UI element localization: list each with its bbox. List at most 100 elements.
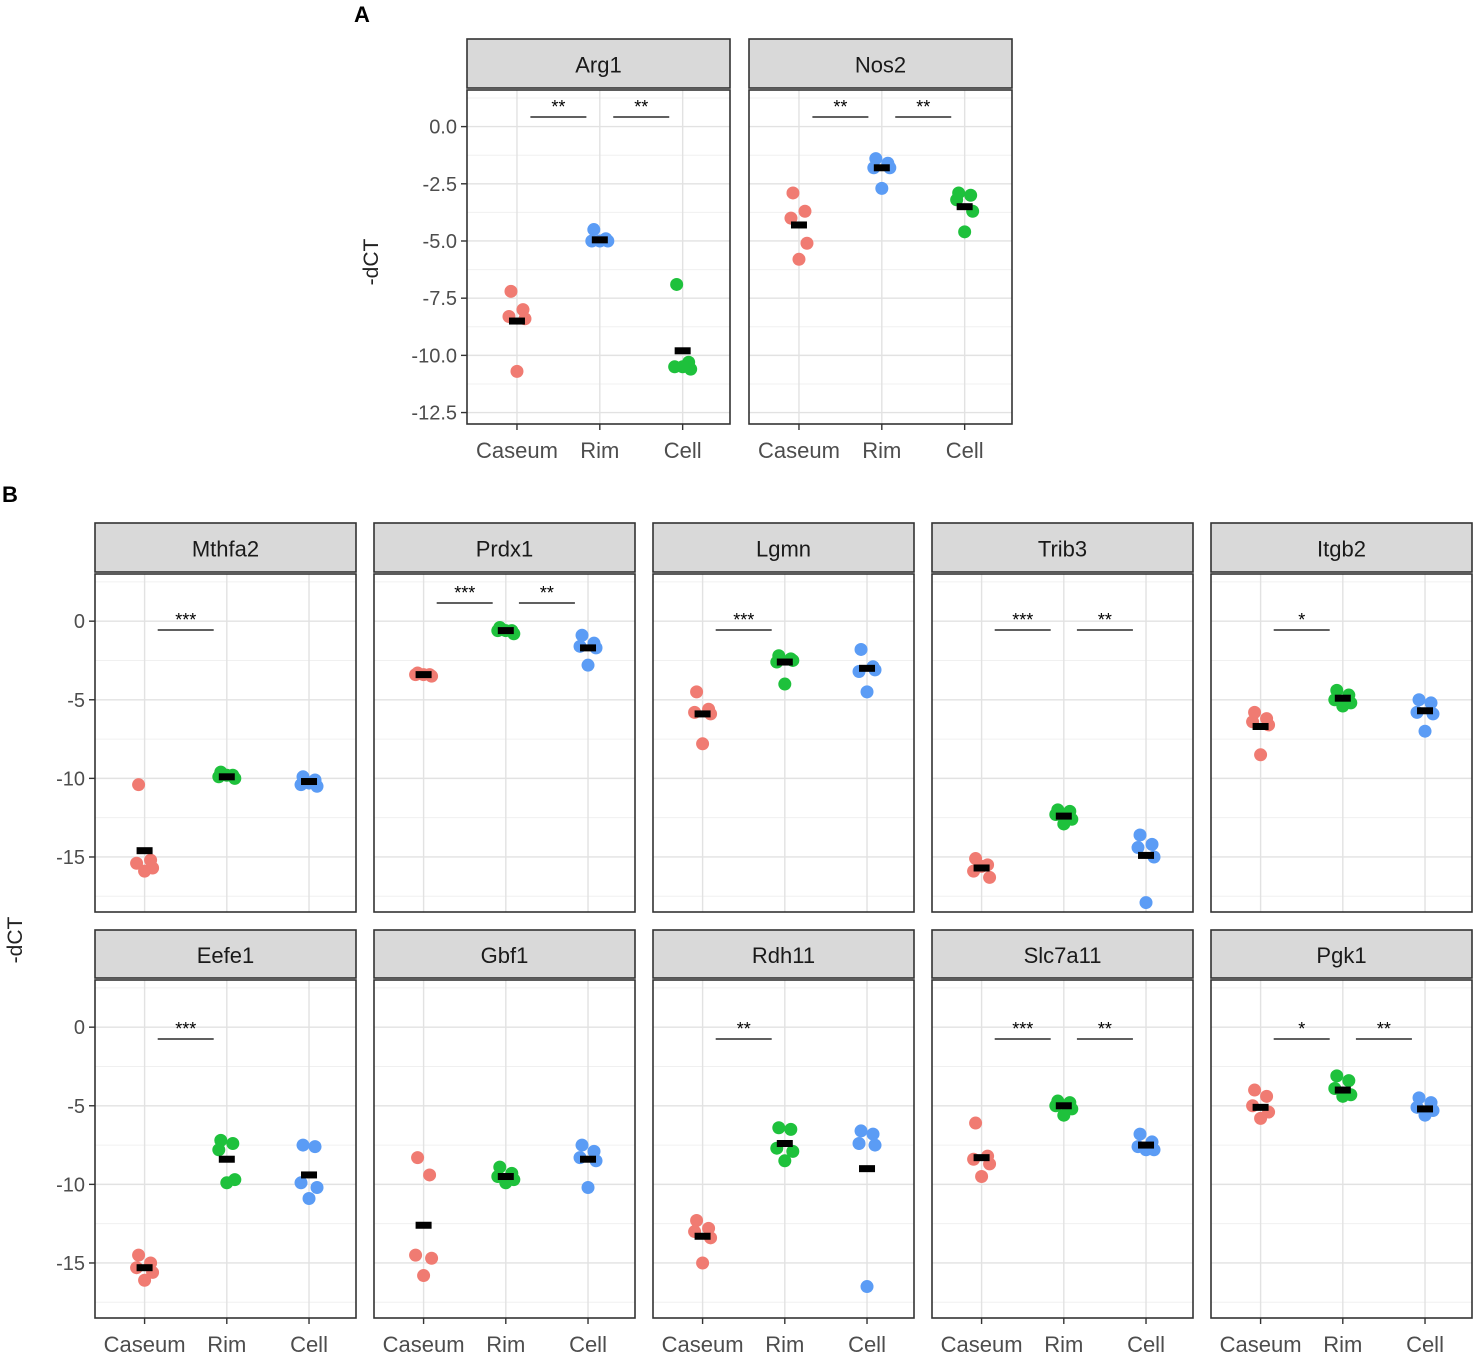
data-point-caseum [798, 204, 812, 218]
data-point-cell [1133, 828, 1147, 842]
significance-label: ** [916, 97, 930, 117]
data-point-caseum [975, 1170, 989, 1184]
data-point-cell [310, 1181, 324, 1195]
mean-marker-cell [580, 644, 597, 652]
mean-marker-cell [859, 664, 876, 672]
data-point-caseum [690, 685, 704, 699]
data-point-rim [587, 223, 601, 237]
mean-marker-caseum [1252, 1103, 1269, 1111]
facet-strip [1210, 929, 1473, 979]
plot-border [652, 573, 915, 913]
facet-title: Rdh11 [752, 943, 815, 968]
significance-label: ** [540, 583, 554, 603]
y-tick-label: 0.0 [429, 117, 457, 139]
plot-border [94, 979, 357, 1319]
data-point-caseum [690, 1214, 704, 1228]
data-point-cell [581, 1181, 595, 1195]
data-point-cell [575, 1138, 589, 1152]
mean-marker-cell [674, 347, 691, 355]
facet-strip [94, 929, 357, 979]
mean-marker-rim [776, 658, 793, 666]
plot-background [95, 574, 356, 912]
y-axis-label-a: -dCT [360, 238, 383, 285]
x-tick-label: Cell [569, 1332, 607, 1353]
facet-strip [373, 929, 636, 979]
data-point-cell [1139, 896, 1153, 910]
mean-marker-cell [580, 1155, 597, 1163]
mean-marker-rim [218, 773, 235, 781]
significance-label: *** [733, 610, 754, 630]
data-point-caseum [1254, 748, 1268, 762]
data-point-caseum [696, 737, 710, 751]
facet-title: Arg1 [575, 53, 621, 78]
y-tick-label: 0 [74, 1017, 85, 1039]
mean-marker-caseum [694, 1232, 711, 1240]
mean-marker-caseum [136, 1264, 153, 1272]
y-tick-label: -10 [56, 1174, 85, 1196]
mean-marker-cell [1138, 851, 1155, 859]
panel-label-a: A [354, 2, 370, 27]
y-tick-label: -12.5 [411, 403, 457, 425]
data-point-caseum [1260, 1089, 1274, 1103]
data-point-caseum [130, 856, 144, 870]
y-tick-label: 0 [74, 611, 85, 633]
facet-strip [373, 522, 636, 573]
y-tick-label: -10.0 [411, 345, 457, 367]
significance-label: ** [833, 97, 847, 117]
facet-title: Trib3 [1038, 537, 1087, 562]
x-tick-label: Cell [664, 438, 702, 463]
data-point-caseum [411, 1151, 425, 1165]
facet-lgmn: *** Lgmn [652, 522, 915, 913]
y-axis-label-b: -dCT [4, 916, 27, 963]
significance-label: ** [1377, 1019, 1391, 1039]
data-point-rim [1330, 1069, 1344, 1083]
mean-marker-rim [776, 1139, 793, 1147]
data-point-cell [854, 1124, 868, 1138]
data-point-caseum [510, 364, 524, 378]
plot-border [931, 979, 1194, 1319]
facet-mthfa2: *** Mthfa2 0 -5 -10 -15 [56, 522, 357, 913]
x-tick-label: Cell [848, 1332, 886, 1353]
data-point-cell [1412, 693, 1426, 707]
data-point-caseum [425, 1251, 439, 1265]
data-point-cell [860, 1280, 874, 1294]
y-tick-label: -10 [56, 768, 85, 790]
mean-marker-cell [956, 203, 973, 211]
data-point-rim [772, 1121, 786, 1135]
x-tick-label: Caseum [758, 438, 840, 463]
significance-label: ** [1098, 610, 1112, 630]
data-point-caseum [1254, 1111, 1268, 1125]
data-point-cell [852, 1136, 866, 1150]
data-point-cell [294, 1176, 308, 1190]
x-tick-label: Caseum [941, 1332, 1023, 1353]
significance-label: *** [1012, 1019, 1033, 1039]
facet-arg1: ** ** Arg1 0.0 -2.5 -5.0 -7.5 -10.0 -12.5 Caseum R… [411, 38, 731, 463]
data-point-rim [778, 1154, 792, 1168]
mean-marker-cell [1417, 1105, 1434, 1113]
x-tick-label: Rim [765, 1332, 804, 1353]
facet-title: Pgk1 [1316, 943, 1366, 968]
significance-label: ** [634, 97, 648, 117]
significance-label: ** [551, 97, 565, 117]
mean-marker-caseum [136, 847, 153, 855]
x-tick-label: Cell [946, 438, 984, 463]
mean-marker-cell [859, 1165, 876, 1173]
y-tick-label: -5 [67, 690, 85, 712]
facet-itgb2: * Itgb2 [1210, 522, 1473, 913]
data-point-cell [302, 1192, 316, 1206]
mean-marker-cell [1138, 1141, 1155, 1149]
x-tick-label: Rim [486, 1332, 525, 1353]
facet-strip [931, 522, 1194, 573]
data-point-caseum [784, 211, 798, 225]
plot-background [1211, 980, 1472, 1318]
facet-gbf1: Gbf1 Caseum Rim Cell [373, 929, 636, 1353]
facet-nos2: ** ** Nos2 Caseum Rim Cell [748, 38, 1013, 463]
plot-border [652, 979, 915, 1319]
x-tick-label: Rim [207, 1332, 246, 1353]
data-point-rim [220, 1176, 234, 1190]
facet-trib3: *** **Trib3 [931, 522, 1194, 913]
significance-label: *** [1012, 610, 1033, 630]
y-tick-label: -2.5 [423, 174, 457, 196]
mean-marker-caseum [790, 221, 807, 229]
